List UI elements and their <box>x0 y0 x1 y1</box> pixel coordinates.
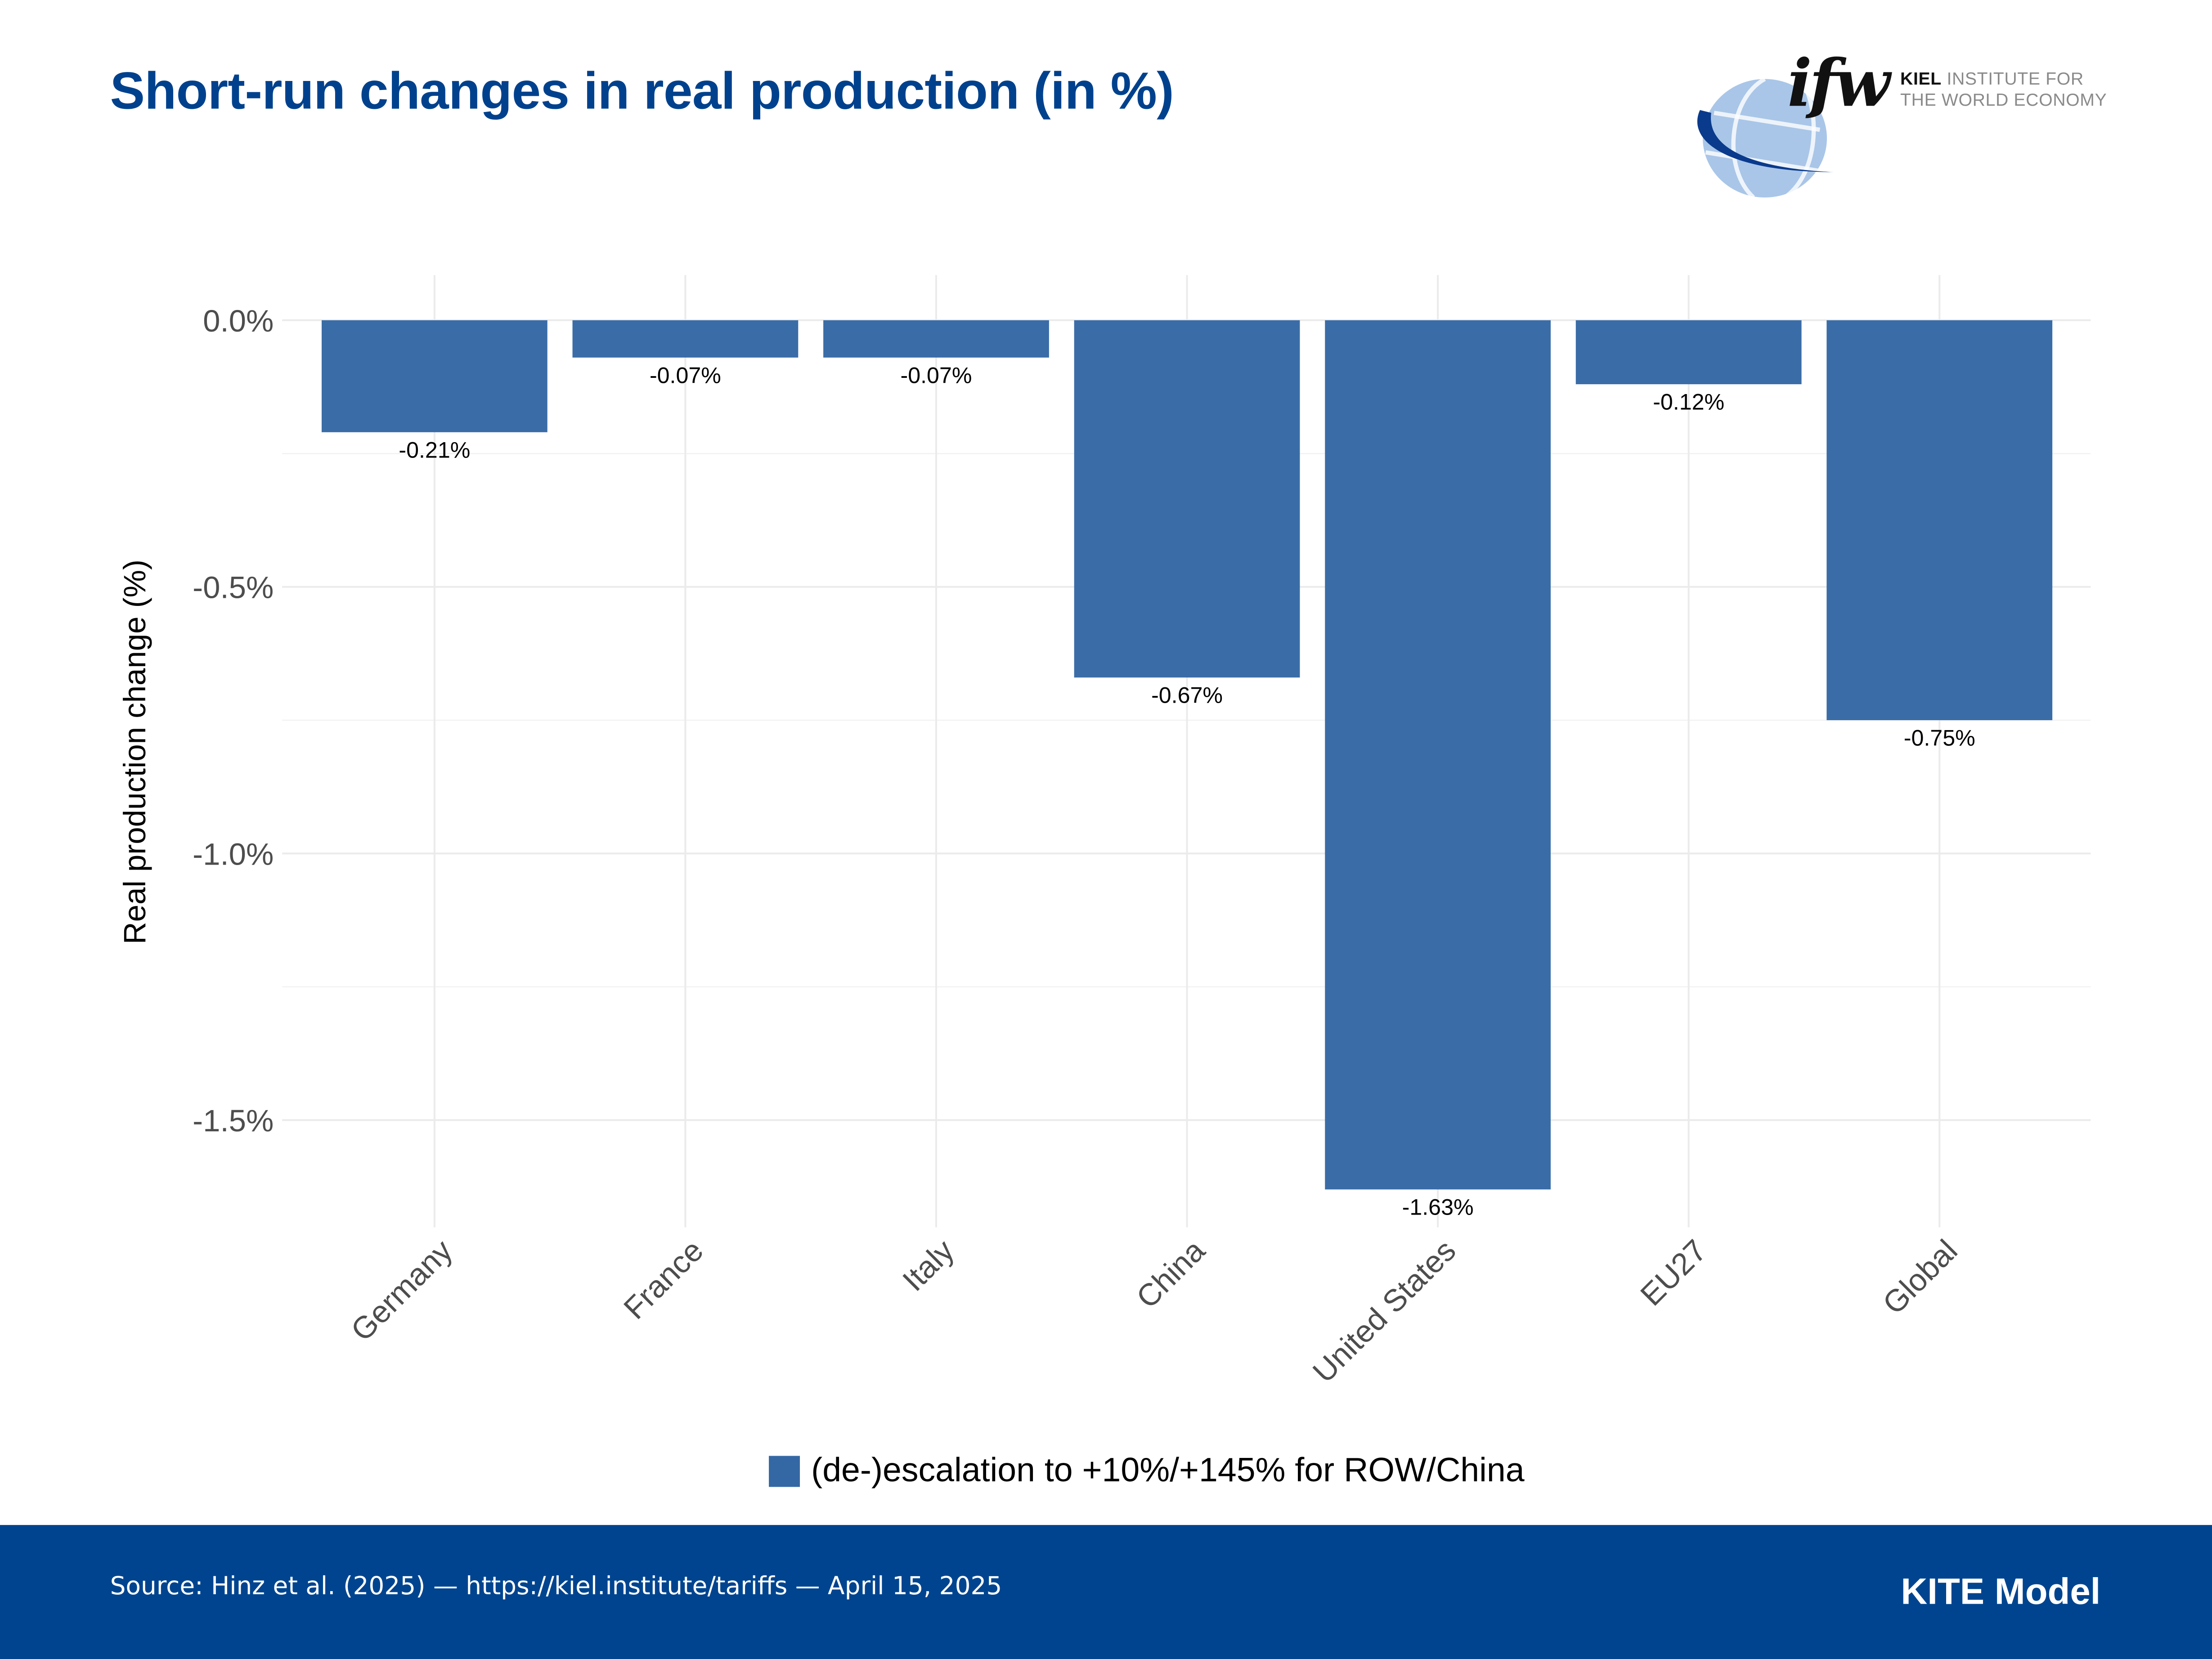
bar-italy <box>823 320 1049 358</box>
data-label: -0.67% <box>1151 683 1223 708</box>
bar-united-states <box>1325 320 1551 1190</box>
source-note: Source: Hinz et al. (2025) — https://kie… <box>110 1573 1002 1601</box>
legend-swatch <box>769 1456 800 1487</box>
y-axis-ticks: 0.0% -0.5% -1.0% -1.5% <box>193 304 274 1138</box>
y-axis-title: Real production change (%) <box>117 560 152 944</box>
bar-france <box>572 320 799 358</box>
x-tick-label: China <box>1130 1233 1211 1315</box>
y-tick-label: -0.5% <box>193 570 274 605</box>
kiel-institute-logo: ifw KIEL INSTITUTE FOR THE WORLD ECONOMY <box>1686 42 2109 200</box>
data-label: -0.07% <box>650 363 721 388</box>
data-label: -0.21% <box>399 437 470 462</box>
data-label: -1.63% <box>1402 1195 1474 1220</box>
x-tick-label: United States <box>1306 1233 1462 1389</box>
y-tick-label: -1.5% <box>193 1103 274 1138</box>
legend-label: (de-)escalation to +10%/+145% for ROW/Ch… <box>811 1452 1525 1490</box>
x-tick-label: Italy <box>896 1233 961 1298</box>
logo-line-2: THE WORLD ECONOMY <box>1900 90 2107 110</box>
bars <box>321 320 2053 1190</box>
footer-bar: Source: Hinz et al. (2025) — https://kie… <box>0 1525 2212 1659</box>
logo-mark: ifw <box>1787 45 1890 121</box>
model-label: KITE Model <box>1901 1570 2101 1613</box>
data-label: -0.75% <box>1904 725 1975 750</box>
x-tick-label: EU27 <box>1634 1233 1713 1312</box>
y-tick-label: -1.0% <box>193 837 274 871</box>
bar-eu27 <box>1575 320 1802 385</box>
page-title: Short-run changes in real production (in… <box>110 62 1174 120</box>
data-label: -0.07% <box>901 363 972 388</box>
legend: (de-)escalation to +10%/+145% for ROW/Ch… <box>769 1452 1525 1491</box>
bar-germany <box>321 320 547 432</box>
data-label: -0.12% <box>1653 390 1724 415</box>
globe-icon <box>1697 77 1834 199</box>
x-axis-ticks: Germany France Italy China United States EU27… <box>344 1233 1964 1390</box>
data-labels: -0.21% -0.07% -0.07% -0.67% -1.63% -0.12% -0.7… <box>399 363 1975 1220</box>
bar-chart: -0.21% -0.07% -0.07% -0.67% -1.63% -0.12% -0.7… <box>117 275 2091 1390</box>
bar-global <box>1826 320 2053 720</box>
bar-china <box>1074 320 1300 678</box>
logo-line-1: KIEL INSTITUTE FOR <box>1900 69 2084 89</box>
x-tick-label: France <box>617 1233 710 1326</box>
x-tick-label: Global <box>1876 1233 1964 1321</box>
y-tick-label: 0.0% <box>203 304 274 338</box>
x-tick-label: Germany <box>344 1233 459 1348</box>
